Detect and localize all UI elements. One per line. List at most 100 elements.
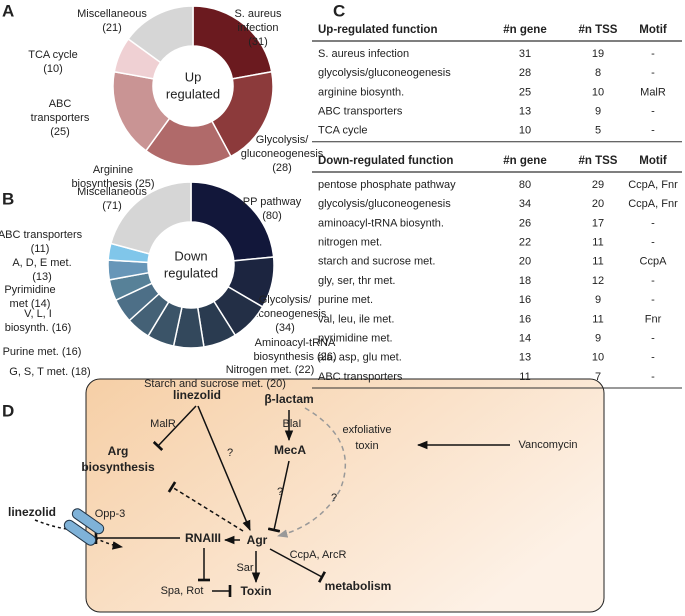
table-cell: 20 <box>592 198 604 210</box>
table-cell: ABC transporters <box>318 106 403 118</box>
label-line: PP pathway <box>243 196 302 208</box>
label-line: biosynthesis <box>71 178 132 190</box>
table-cell: - <box>651 125 655 137</box>
label-line: biosynth. <box>5 322 49 334</box>
center-label: Up <box>185 69 202 84</box>
segment-label: Starch and sucrose met. (20) <box>144 378 286 390</box>
label-line: ABC transporters <box>0 229 83 241</box>
table-cell: 14 <box>519 333 531 345</box>
diagram-label: BlaI <box>283 418 302 430</box>
diagram-label: metabolism <box>325 579 392 593</box>
table-cell: 22 <box>519 237 531 249</box>
label-line: Starch and sucrose met. <box>144 378 263 390</box>
label-line: met <box>10 298 28 310</box>
table-cell: 28 <box>519 67 531 79</box>
segment-label: A, D, E met. (13) <box>12 257 71 283</box>
table-cell: - <box>651 275 655 287</box>
table-cell: aminoacyl-tRNA biosynth. <box>318 217 444 229</box>
diagram-label: Sar <box>236 562 253 574</box>
table-cell: 17 <box>592 217 604 229</box>
donut-segment <box>190 181 275 262</box>
value-label: (14) <box>31 298 51 310</box>
label-line: Purine met. <box>3 346 59 358</box>
segment-label: ABC transporters (11) <box>0 229 83 255</box>
label-line: gluconeogenesis <box>241 148 324 160</box>
table-cell: - <box>651 48 655 60</box>
pathway-diagram <box>34 378 605 613</box>
segment-label: Arginine biosynthesis (25) <box>71 164 154 190</box>
label-line: V, L, I <box>24 308 52 320</box>
value-label: (31) <box>248 36 268 48</box>
table-cell: 10 <box>519 125 531 137</box>
donut-segment <box>127 5 194 64</box>
table-cell: 9 <box>595 333 601 345</box>
label-line: G, S, T met. <box>9 366 68 378</box>
panel-label: D <box>2 401 14 420</box>
table-cell: 19 <box>592 48 604 60</box>
table-cell: 18 <box>519 275 531 287</box>
value-label: (80) <box>262 210 282 222</box>
segment-label: V, L, I biosynth. (16) <box>5 308 72 334</box>
value-label: (10) <box>43 63 63 75</box>
diagram-label: MalR <box>150 418 176 430</box>
label-line: gluconeogenesis <box>244 308 327 320</box>
table-cell: gly, ser, thr met. <box>318 275 395 287</box>
segment-label: Miscellaneous (71) <box>77 186 147 212</box>
table-cell: 80 <box>519 179 531 191</box>
table-cell: 10 <box>592 352 604 364</box>
value-label: (11) <box>31 243 50 255</box>
table-cell: S. aureus infection <box>318 48 409 60</box>
label-line: biosynthesis <box>253 351 314 363</box>
table-header: Motif <box>639 155 667 167</box>
diagram-label: ? <box>277 486 283 498</box>
label-line: Aminoacyl-tRNA <box>255 337 336 349</box>
segment-label: ABC transporters (25) <box>31 98 90 138</box>
donut-segment <box>109 181 192 255</box>
diagram-label: linezolid <box>173 388 221 402</box>
center-label: regulated <box>164 265 218 280</box>
table-cell: ala, asp, glu met. <box>318 352 402 364</box>
table-cell: ABC transporters <box>318 371 403 383</box>
panel-label: A <box>2 1 14 20</box>
table-cell: 5 <box>595 125 601 137</box>
segment-label: G, S, T met. (18) <box>9 366 90 378</box>
segment-label: Nitrogen met. (22) <box>226 364 315 376</box>
value-label: (34) <box>275 322 295 334</box>
table-cell: 34 <box>519 198 531 210</box>
diagram-label: biosynthesis <box>81 460 155 474</box>
segment-label: Pyrimidine met (14) <box>4 284 55 310</box>
label-line: Pyrimidine <box>4 284 55 296</box>
value-label: (16) <box>62 346 82 358</box>
value-label: (71) <box>102 200 122 212</box>
center-label: regulated <box>166 86 220 101</box>
label-line: Nitrogen met. <box>226 364 292 376</box>
diagram-label: Toxin <box>240 584 271 598</box>
table-cell: nitrogen met. <box>318 237 382 249</box>
diagram-label: toxin <box>355 440 378 452</box>
diagram-label: CcpA, ArcR <box>290 549 347 561</box>
value-label: (21) <box>102 22 122 34</box>
table-cell: 25 <box>519 86 531 98</box>
segment-label: TCA cycle (10) <box>28 49 78 75</box>
table-cell: 7 <box>595 371 601 383</box>
segment-label: Miscellaneous (21) <box>77 8 147 34</box>
table-cell: MalR <box>640 86 666 98</box>
table-cell: 31 <box>519 48 531 60</box>
diagram-label: RNAIII <box>185 531 221 545</box>
table-cell: 10 <box>592 86 604 98</box>
table-cell: Fnr <box>645 313 662 325</box>
diagram-label: Agr <box>247 533 268 547</box>
table-cell: - <box>651 217 655 229</box>
diagram-label: ? <box>227 447 233 459</box>
segment-label: Glycolysis/gluconeogenesis (28) <box>241 134 324 174</box>
table-cell: pyrimidine met. <box>318 333 393 345</box>
table-header: #n TSS <box>579 155 618 167</box>
transporter-icon <box>63 508 105 546</box>
table-cell: 29 <box>592 179 604 191</box>
table-cell: CcpA, Fnr <box>628 198 678 210</box>
table-cell: CcpA <box>640 256 668 268</box>
value-label: (28) <box>272 162 292 174</box>
diagram-label: Spa, Rot <box>161 585 204 597</box>
segment-label: S. aureus infection (31) <box>234 8 282 48</box>
label-line: Miscellaneous <box>77 186 147 198</box>
